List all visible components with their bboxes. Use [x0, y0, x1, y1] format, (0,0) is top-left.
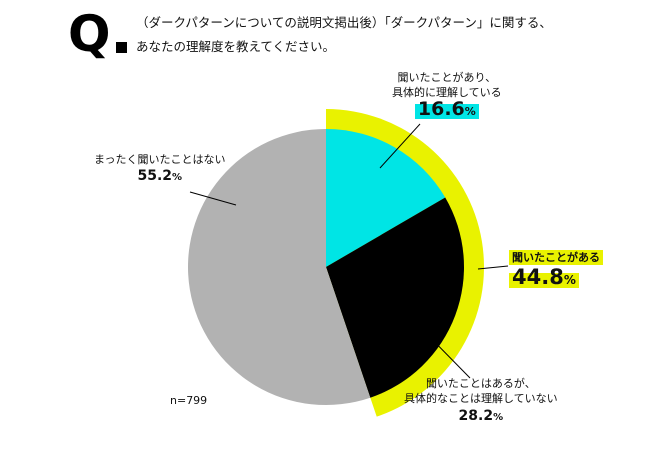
- leader-line-heard-total: [477, 265, 509, 270]
- label-heard-total: 聞いたことがある 44.8%: [509, 250, 603, 288]
- label-heard-only-unit: %: [493, 412, 504, 423]
- label-understand: 聞いたことがあり、 具体的に理解している 16.6%: [392, 70, 502, 119]
- label-never-text: まったく聞いたことはない: [94, 153, 226, 166]
- question-text: （ダークパターンについての説明文掲出後）「ダークパターン」に関する、 あなたの理…: [136, 11, 552, 59]
- q-mark: Q: [68, 5, 110, 63]
- label-understand-line1: 聞いたことがあり、: [397, 71, 497, 84]
- label-heard-total-pct: 44.8: [512, 265, 564, 289]
- leader-line-heard-only: [417, 324, 471, 379]
- label-understand-pct-box: 16.6%: [414, 100, 479, 119]
- question-line-2: あなたの理解度を教えてください。: [136, 39, 336, 54]
- label-heard-total-text: 聞いたことがある: [509, 250, 603, 265]
- label-heard-total-unit: %: [563, 273, 576, 287]
- q-mark-dot: [116, 42, 127, 53]
- label-understand-line2: 具体的に理解している: [392, 86, 502, 99]
- label-understand-unit: %: [464, 105, 476, 118]
- label-never: まったく聞いたことはない 55.2%: [94, 152, 226, 185]
- label-never-unit: %: [172, 172, 183, 183]
- label-heard-total-pct-box: 44.8%: [509, 267, 579, 288]
- leader-line-never: [189, 191, 237, 206]
- label-heard-only: 聞いたことはあるが、 具体的なことは理解していない 28.2%: [404, 376, 558, 425]
- label-heard-only-pct: 28.2: [458, 408, 494, 424]
- pie-slice-heard-only: [326, 197, 464, 398]
- question-line-1: （ダークパターンについての説明文掲出後）「ダークパターン」に関する、: [136, 15, 552, 30]
- sample-size: n=799: [170, 394, 208, 407]
- label-heard-only-line1: 聞いたことはあるが、: [425, 377, 536, 390]
- label-never-pct: 55.2: [137, 168, 173, 184]
- label-understand-pct: 16.6: [417, 98, 465, 120]
- pie-slice-understand: [326, 129, 446, 267]
- pie-slice-never: [188, 129, 371, 405]
- leader-line-understand: [379, 123, 421, 169]
- label-heard-only-line2: 具体的なことは理解していない: [404, 392, 558, 405]
